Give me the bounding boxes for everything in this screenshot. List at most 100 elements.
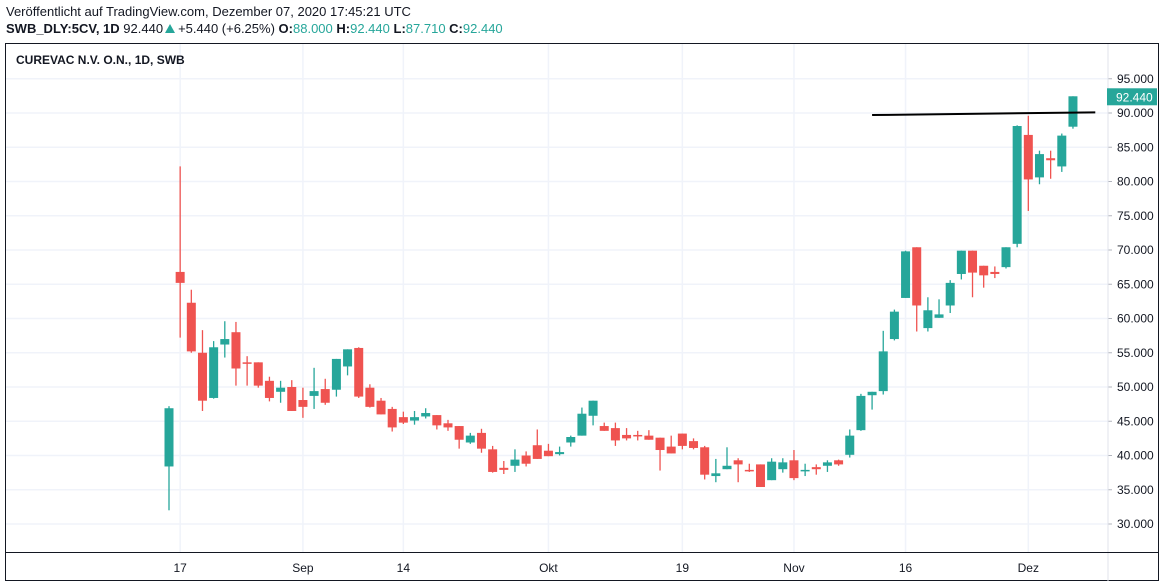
- candle-down: [599, 422, 609, 431]
- candle-body: [990, 271, 1000, 274]
- candle-body: [566, 437, 576, 443]
- candle-down: [398, 411, 408, 424]
- candle-body: [789, 460, 799, 479]
- candle-down: [1046, 150, 1056, 179]
- y-tick-label: 50.000: [1117, 380, 1154, 394]
- candle-up: [845, 429, 855, 458]
- candle-body: [878, 351, 888, 392]
- candle-body: [465, 435, 475, 443]
- candle-up: [588, 400, 598, 426]
- candle-down: [298, 387, 308, 418]
- candle-body: [711, 473, 721, 477]
- candle-body: [320, 389, 330, 403]
- candle-body: [1023, 134, 1033, 180]
- candle-up: [956, 250, 966, 280]
- candle-down: [443, 419, 453, 431]
- candle-up: [1001, 247, 1011, 269]
- candle-down: [320, 378, 330, 405]
- y-tick-label: 45.000: [1117, 414, 1154, 428]
- candle-body: [822, 462, 832, 466]
- candle-down: [264, 376, 274, 402]
- candle-body: [968, 250, 978, 273]
- candle-body: [912, 247, 922, 306]
- candle-up: [309, 367, 319, 409]
- candle-body: [889, 311, 899, 340]
- candle-body: [934, 314, 944, 318]
- candle-body: [599, 426, 609, 431]
- trendline: [872, 111, 1096, 117]
- candle-body: [343, 349, 353, 367]
- y-tick-label: 85.000: [1117, 140, 1154, 154]
- x-tick-label: Dez: [1018, 561, 1039, 575]
- candle-down: [979, 265, 989, 288]
- candle-down: [633, 430, 643, 441]
- candle-body: [209, 347, 219, 398]
- candle-up: [856, 393, 866, 431]
- candle-up: [220, 321, 230, 358]
- candle-body: [956, 250, 966, 274]
- candle-body: [242, 362, 252, 364]
- candle-body: [811, 467, 821, 470]
- x-tick-label: 19: [676, 561, 690, 575]
- candle-body: [700, 447, 710, 475]
- x-tick-label: 14: [397, 561, 411, 575]
- candle-body: [979, 265, 989, 276]
- x-tick-label: Nov: [783, 561, 804, 575]
- candle-up: [878, 330, 888, 395]
- symbol-quote-line: SWB_DLY:5CV, 1D 92.440 +5.440 (+6.25%) O:…: [6, 21, 503, 36]
- x-tick-label: 16: [899, 561, 913, 575]
- candle-up: [555, 446, 565, 456]
- candle-body: [1034, 154, 1044, 178]
- candle-down: [811, 464, 821, 475]
- candle-down: [543, 443, 553, 457]
- candle-up: [1057, 133, 1067, 172]
- low-label: L:: [393, 21, 406, 36]
- candle-body: [767, 461, 777, 481]
- close-label: C:: [449, 21, 463, 36]
- candle-body: [677, 433, 687, 446]
- symbol-label: SWB_DLY:5CV, 1D: [6, 21, 120, 36]
- candle-down: [476, 428, 486, 453]
- candle-body: [164, 408, 174, 467]
- candle-body: [1046, 158, 1056, 161]
- candle-down: [387, 406, 397, 432]
- published-info: Veröffentlicht auf TradingView.com, Deze…: [6, 4, 411, 19]
- candle-body: [588, 400, 598, 416]
- candle-body: [655, 437, 665, 451]
- candle-down: [834, 459, 844, 466]
- candle-up: [934, 299, 944, 318]
- candle-down: [755, 464, 765, 488]
- last-price: 92.440: [123, 21, 164, 36]
- high-value: 92.440: [350, 21, 390, 36]
- candle-body: [376, 400, 386, 415]
- y-tick-label: 30.000: [1117, 517, 1154, 531]
- candle-body: [186, 302, 196, 352]
- price-change: +5.440 (+6.25%): [178, 21, 275, 36]
- candle-down: [454, 426, 464, 449]
- candle-down: [175, 166, 185, 338]
- candle-down: [287, 380, 297, 411]
- close-value: 92.440: [462, 21, 503, 36]
- candle-body: [298, 400, 308, 407]
- candle-down: [432, 415, 442, 430]
- candle-up: [164, 406, 174, 511]
- candle-body: [689, 441, 699, 448]
- candle-body: [1057, 135, 1067, 167]
- candle-up: [343, 349, 353, 376]
- candle-up: [901, 250, 911, 298]
- candle-up: [1012, 125, 1022, 248]
- y-tick-label: 55.000: [1117, 346, 1154, 360]
- y-tick-label: 60.000: [1117, 312, 1154, 326]
- candle-body: [499, 467, 509, 470]
- candle-body: [521, 455, 531, 464]
- y-tick-label: 75.000: [1117, 209, 1154, 223]
- candle-body: [744, 469, 754, 472]
- y-tick-label: 40.000: [1117, 449, 1154, 463]
- candle-down: [622, 428, 632, 441]
- low-value: 87.710: [405, 21, 446, 36]
- last-price-label: 92.440: [1116, 90, 1153, 104]
- candle-body: [856, 395, 866, 431]
- candle-down: [197, 330, 207, 411]
- candle-body: [264, 380, 274, 398]
